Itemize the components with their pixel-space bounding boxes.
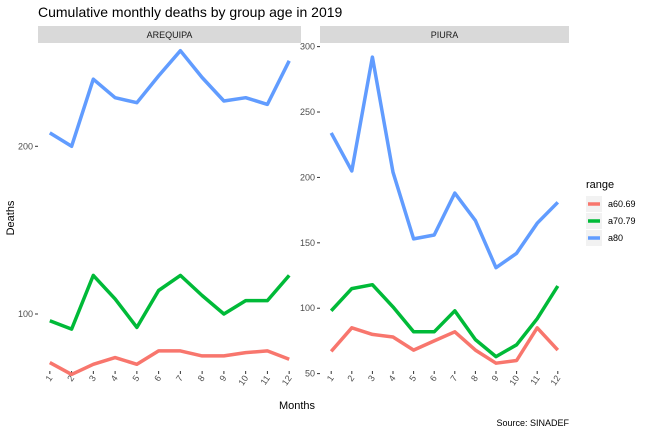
y-axis-title: Deaths (5, 200, 17, 235)
series-line-a80 (48, 48, 291, 149)
y-tick-label: 250 (300, 107, 315, 117)
chart-title: Cumulative monthly deaths by group age i… (38, 4, 343, 20)
x-tick-label: 11 (258, 373, 272, 386)
series-line-a80 (329, 55, 560, 270)
y-tick-label: 100 (18, 309, 33, 319)
legend-label: a70.79 (608, 216, 636, 226)
x-tick-label: 9 (490, 373, 501, 383)
y-tick-label: 300 (300, 42, 315, 52)
legend-title: range (586, 179, 614, 191)
y-tick-label: 50 (305, 369, 315, 379)
x-tick-label: 4 (387, 373, 398, 383)
x-tick-label: 10 (507, 373, 521, 387)
series-line-a60-69 (48, 349, 290, 377)
x-tick-label: 5 (407, 373, 418, 383)
x-tick-label: 2 (65, 373, 76, 383)
legend-label: a60.69 (608, 199, 636, 209)
x-tick-label: 3 (87, 373, 98, 383)
x-tick-label: 8 (196, 373, 207, 383)
x-tick-label: 6 (152, 373, 163, 383)
x-axis-title: Months (279, 400, 316, 412)
series-line-a70-79 (329, 282, 560, 359)
x-tick-label: 6 (428, 373, 439, 383)
facet-strip-label: PIURA (431, 30, 459, 40)
x-tick-label: 4 (109, 373, 120, 383)
x-tick-label: 7 (448, 373, 459, 383)
x-tick-label: 1 (325, 373, 336, 383)
x-tick-label: 10 (236, 373, 250, 387)
series-line-a70-79 (49, 273, 291, 331)
x-tick-label: 9 (217, 373, 228, 383)
x-tick-label: 2 (345, 373, 356, 383)
x-tick-label: 1 (43, 373, 54, 383)
x-tick-label: 3 (366, 373, 377, 383)
x-tick-label: 12 (548, 373, 562, 387)
y-tick-label: 100 (300, 303, 315, 313)
x-tick-label: 5 (130, 373, 141, 383)
x-tick-label: 8 (469, 373, 480, 383)
legend-label: a80 (608, 233, 623, 243)
caption: Source: SINADEF (496, 418, 569, 428)
legend: a60.69 a70.79 a80 (586, 196, 636, 246)
x-tick-label: 7 (174, 373, 185, 383)
facet-strip (38, 26, 301, 43)
facet-strip-label: AREQUIPA (147, 30, 193, 40)
y-tick-label: 150 (300, 238, 315, 248)
x-tick-label: 11 (528, 373, 542, 386)
series-line-a60-69 (329, 326, 560, 365)
facet-strip (320, 26, 569, 43)
y-tick-label: 200 (300, 172, 315, 182)
y-tick-label: 200 (18, 141, 33, 151)
x-tick-label: 12 (280, 373, 294, 387)
